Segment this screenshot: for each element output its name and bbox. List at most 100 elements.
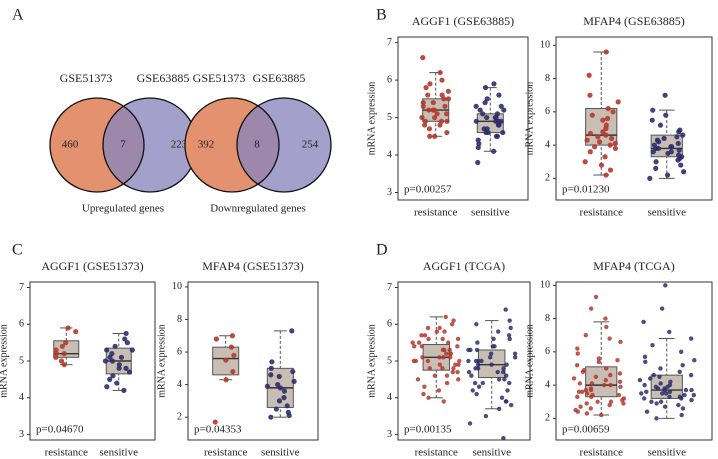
- data-point: [73, 329, 79, 335]
- data-point: [503, 399, 509, 404]
- data-point: [421, 391, 426, 397]
- data-point: [122, 336, 128, 342]
- data-point: [107, 376, 113, 382]
- data-point: [126, 369, 133, 375]
- venn-count: 460: [62, 139, 79, 151]
- set-label: GSE63885: [253, 71, 306, 85]
- x-tick-label: resistance: [204, 447, 247, 459]
- data-point: [668, 149, 674, 155]
- data-point: [445, 96, 452, 102]
- data-point: [584, 401, 589, 406]
- data-point: [440, 336, 445, 342]
- data-point: [491, 336, 496, 342]
- x-tick-label: sensitive: [100, 447, 139, 459]
- y-tick-label: 4: [387, 149, 392, 160]
- data-point: [495, 369, 500, 375]
- data-point: [437, 69, 443, 76]
- y-tick-label: 3: [19, 429, 24, 440]
- data-point: [425, 325, 431, 331]
- data-point: [482, 99, 488, 106]
- y-axis-label: mRNA expression: [366, 324, 377, 398]
- data-point: [676, 402, 681, 408]
- data-point: [500, 369, 506, 375]
- data-point: [667, 389, 673, 394]
- data-point: [682, 392, 687, 398]
- data-point: [276, 398, 283, 404]
- data-point: [688, 336, 694, 341]
- y-axis-label: mRNA expression: [366, 82, 377, 156]
- data-point: [654, 416, 659, 421]
- data-point: [575, 409, 581, 414]
- data-point: [422, 122, 428, 128]
- data-point: [63, 340, 69, 346]
- data-point: [505, 388, 510, 393]
- data-point: [444, 373, 450, 378]
- data-point: [416, 340, 422, 345]
- data-point: [612, 145, 619, 152]
- data-point: [456, 362, 461, 367]
- set-label: GSE63885: [137, 71, 190, 85]
- data-point: [608, 399, 614, 404]
- data-point: [474, 347, 480, 353]
- data-point: [644, 409, 650, 414]
- data-point: [427, 81, 433, 87]
- data-point: [437, 325, 442, 331]
- data-point: [477, 107, 483, 113]
- data-point: [444, 380, 450, 386]
- data-point: [289, 328, 295, 334]
- data-point: [689, 387, 694, 393]
- data-point: [679, 396, 684, 401]
- data-point: [608, 382, 613, 388]
- data-point: [657, 374, 662, 379]
- data-point: [455, 344, 460, 349]
- data-point: [642, 396, 647, 401]
- y-axis-label: mRNA expression: [524, 324, 535, 398]
- venn-count: 8: [254, 139, 260, 151]
- data-point: [474, 322, 479, 327]
- data-point: [668, 144, 674, 150]
- data-point: [604, 115, 611, 122]
- data-point: [430, 99, 436, 106]
- data-point: [612, 140, 618, 147]
- data-point: [455, 336, 461, 342]
- data-point: [107, 354, 113, 360]
- data-point: [268, 365, 274, 371]
- data-point: [498, 103, 504, 109]
- chart-title: AGGF1 (GSE51373): [41, 259, 143, 273]
- data-point: [602, 154, 608, 160]
- chart-title: MFAP4 (TCGA): [593, 259, 674, 273]
- panel-label: D: [376, 242, 388, 259]
- data-point: [123, 330, 129, 337]
- data-point: [499, 395, 505, 400]
- data-point: [444, 111, 450, 117]
- data-point: [496, 406, 502, 411]
- data-point: [691, 392, 697, 398]
- data-point: [618, 339, 623, 345]
- data-point: [501, 435, 506, 441]
- plot-frame: [187, 281, 319, 441]
- data-point: [692, 357, 697, 363]
- data-point: [114, 380, 120, 386]
- data-point: [506, 333, 512, 338]
- data-point: [642, 354, 648, 360]
- venn-caption: Upregulated genes: [82, 203, 164, 215]
- data-point: [432, 373, 438, 378]
- p-value: p=0.04670: [36, 424, 84, 436]
- data-point: [615, 99, 621, 105]
- data-point: [415, 377, 421, 382]
- data-point: [589, 381, 595, 386]
- data-point: [437, 362, 443, 367]
- data-point: [112, 343, 118, 349]
- data-point: [475, 144, 481, 151]
- data-point: [667, 329, 672, 335]
- data-point: [677, 369, 682, 375]
- y-tick-label: 8: [177, 314, 182, 325]
- data-point: [488, 351, 494, 356]
- data-point: [504, 373, 509, 378]
- box: [585, 366, 618, 398]
- y-axis-label: mRNA expression: [524, 82, 535, 156]
- data-point: [575, 351, 580, 356]
- data-point: [426, 126, 433, 132]
- data-point: [662, 92, 668, 98]
